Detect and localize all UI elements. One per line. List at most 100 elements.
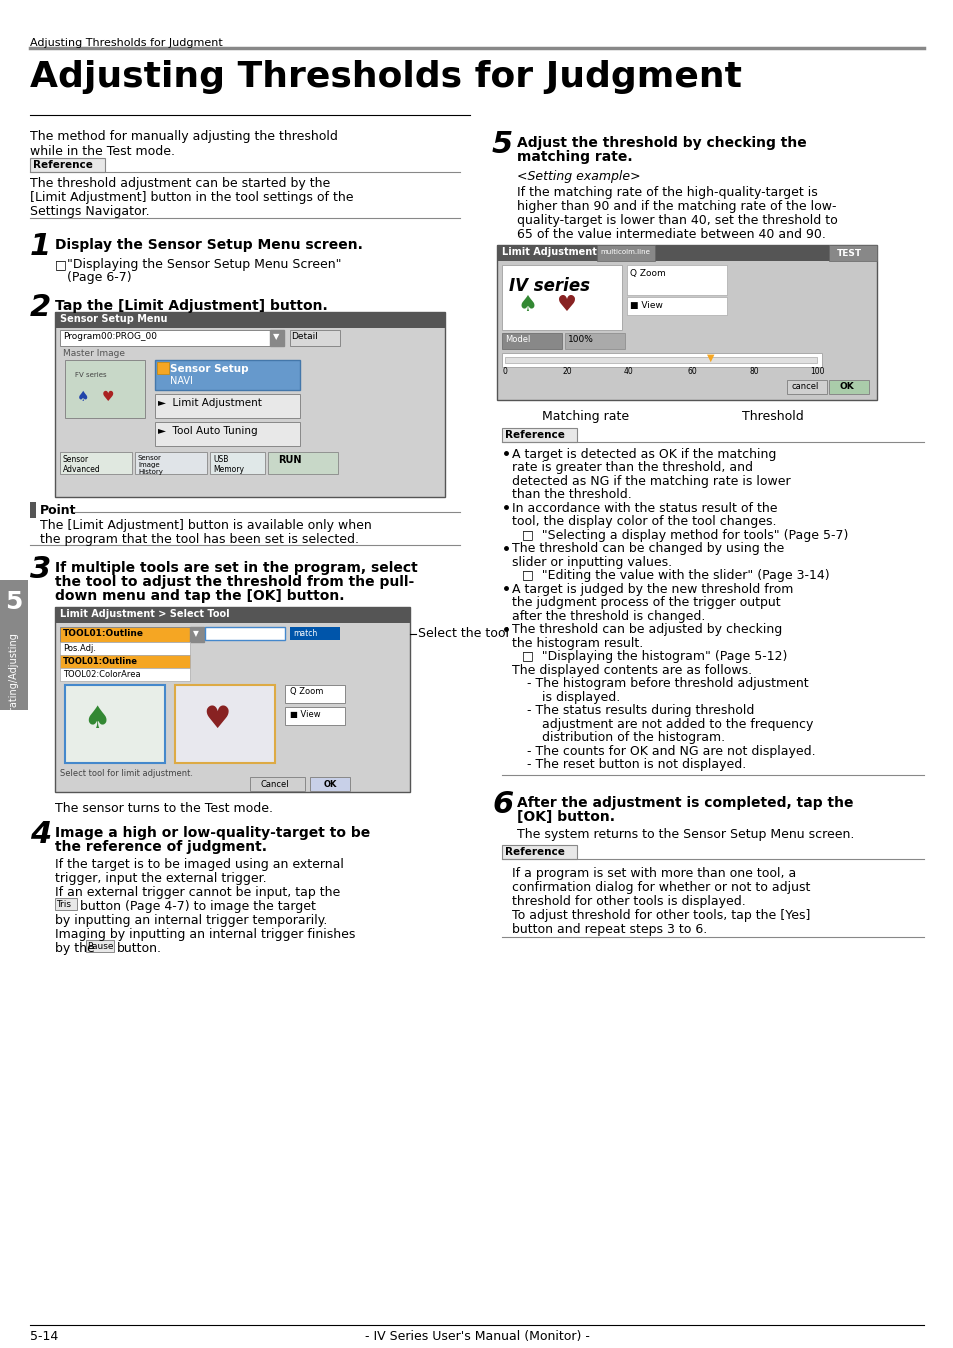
Text: quality-target is lower than 40, set the threshold to: quality-target is lower than 40, set the…	[517, 214, 837, 226]
Text: 5: 5	[6, 590, 23, 613]
Text: Reference: Reference	[504, 847, 564, 857]
Text: adjustment are not added to the frequency: adjustment are not added to the frequenc…	[534, 718, 813, 731]
Text: The threshold can be adjusted by checking: The threshold can be adjusted by checkin…	[512, 624, 781, 636]
Text: OK: OK	[323, 780, 336, 789]
Text: TOOL02:ColorArea: TOOL02:ColorArea	[63, 670, 140, 679]
Bar	[55, 311, 444, 328]
Text: FV series: FV series	[75, 372, 107, 377]
Text: Limit Adjustment: Limit Adjustment	[501, 247, 597, 257]
Text: ♠: ♠	[83, 705, 111, 735]
Text: after the threshold is changed.: after the threshold is changed.	[512, 611, 704, 623]
Text: the judgment process of the trigger output: the judgment process of the trigger outp…	[512, 597, 780, 609]
Text: 5: 5	[492, 129, 513, 159]
Bar	[285, 685, 345, 704]
Text: ♥: ♥	[203, 705, 230, 735]
Text: [Limit Adjustment] button in the tool settings of the: [Limit Adjustment] button in the tool se…	[30, 191, 354, 204]
Text: while in the Test mode.: while in the Test mode.	[30, 146, 174, 158]
Bar	[626, 266, 726, 295]
Bar	[60, 655, 190, 669]
Text: TOOL01:Outline: TOOL01:Outline	[63, 656, 138, 666]
Text: trigger, input the external trigger.: trigger, input the external trigger.	[55, 872, 266, 886]
Text: Image a high or low-quality-target to be: Image a high or low-quality-target to be	[55, 826, 370, 840]
Text: 2: 2	[30, 293, 51, 322]
Text: After the adjustment is completed, tap the: After the adjustment is completed, tap t…	[517, 797, 853, 810]
Text: - The reset button is not displayed.: - The reset button is not displayed.	[526, 759, 745, 771]
Bar	[60, 627, 190, 642]
Bar	[626, 297, 726, 315]
Text: Select the tool: Select the tool	[417, 627, 509, 640]
Text: ►  Tool Auto Tuning: ► Tool Auto Tuning	[158, 426, 257, 435]
Text: Pos.Adj.: Pos.Adj.	[63, 644, 96, 652]
Bar	[828, 380, 868, 394]
Text: If multiple tools are set in the program, select: If multiple tools are set in the program…	[55, 561, 417, 576]
Bar	[0, 580, 28, 710]
Bar	[828, 245, 876, 262]
Text: □: □	[55, 257, 67, 271]
Text: Model: Model	[504, 336, 530, 344]
Bar	[210, 452, 265, 474]
Bar	[154, 422, 299, 446]
Text: Detail: Detail	[292, 332, 318, 341]
Text: 80: 80	[748, 367, 758, 376]
Text: - The histogram before threshold adjustment: - The histogram before threshold adjustm…	[526, 678, 808, 690]
Text: is displayed.: is displayed.	[534, 692, 619, 704]
Bar	[501, 266, 621, 330]
Bar	[30, 158, 105, 173]
Text: ♠: ♠	[517, 295, 537, 315]
Bar	[157, 363, 169, 373]
Text: The threshold can be changed by using the: The threshold can be changed by using th…	[512, 542, 783, 555]
Bar	[501, 333, 561, 349]
Text: Tap the [Limit Adjustment] button.: Tap the [Limit Adjustment] button.	[55, 299, 328, 313]
Text: button.: button.	[117, 942, 162, 954]
Text: USB
Memory: USB Memory	[213, 456, 244, 474]
Text: tool, the display color of the tool changes.: tool, the display color of the tool chan…	[512, 515, 776, 528]
Text: the reference of judgment.: the reference of judgment.	[55, 840, 267, 855]
Text: 20: 20	[561, 367, 571, 376]
Bar	[497, 245, 876, 262]
Text: Operating/Adjusting: Operating/Adjusting	[9, 632, 19, 731]
Text: □  "Selecting a display method for tools" (Page 5-7): □ "Selecting a display method for tools"…	[521, 528, 847, 542]
Bar	[190, 627, 204, 642]
Text: 100%: 100%	[567, 336, 594, 344]
Text: ▼: ▼	[273, 332, 279, 341]
Text: (Page 6-7): (Page 6-7)	[67, 271, 132, 284]
Bar	[501, 845, 577, 859]
Text: □  "Editing the value with the slider" (Page 3-14): □ "Editing the value with the slider" (P…	[521, 569, 829, 582]
Text: 3: 3	[30, 555, 51, 584]
Text: ♠: ♠	[77, 390, 90, 404]
Text: Program00:PROG_00: Program00:PROG_00	[63, 332, 157, 341]
Bar	[60, 452, 132, 474]
Text: ♥: ♥	[102, 390, 114, 404]
Bar	[205, 627, 285, 640]
Text: cancel: cancel	[790, 381, 818, 391]
Text: Reference: Reference	[504, 430, 564, 439]
Text: Q Zoom: Q Zoom	[629, 270, 665, 278]
Text: The sensor turns to the Test mode.: The sensor turns to the Test mode.	[55, 802, 273, 816]
Text: To adjust threshold for other tools, tap the [Yes]: To adjust threshold for other tools, tap…	[512, 909, 809, 922]
Bar	[501, 429, 577, 442]
Text: button (Page 4-7) to image the target: button (Page 4-7) to image the target	[80, 900, 315, 913]
Text: Sensor
Image
History: Sensor Image History	[138, 456, 163, 474]
Bar	[786, 380, 826, 394]
Text: multicolm.line: multicolm.line	[599, 249, 649, 255]
Text: ▼: ▼	[193, 630, 198, 638]
Text: If an external trigger cannot be input, tap the: If an external trigger cannot be input, …	[55, 886, 340, 899]
Bar	[250, 776, 305, 791]
Text: by inputting an internal trigger temporarily.: by inputting an internal trigger tempora…	[55, 914, 327, 927]
Text: 5-14: 5-14	[30, 1330, 58, 1343]
Text: button and repeat steps 3 to 6.: button and repeat steps 3 to 6.	[512, 923, 706, 936]
Text: matching rate.: matching rate.	[517, 150, 632, 164]
Bar	[65, 360, 145, 418]
Bar	[154, 360, 299, 390]
Text: 4: 4	[30, 820, 51, 849]
Text: Threshold: Threshold	[741, 410, 803, 423]
Text: Q Zoom: Q Zoom	[290, 687, 323, 696]
Text: Sensor Setup: Sensor Setup	[170, 364, 249, 373]
Bar	[497, 245, 876, 400]
Text: TEST: TEST	[836, 249, 862, 257]
Text: OK: OK	[839, 381, 854, 391]
Text: 0: 0	[502, 367, 507, 376]
Text: The method for manually adjusting the threshold: The method for manually adjusting the th…	[30, 129, 337, 143]
Text: A target is detected as OK if the matching: A target is detected as OK if the matchi…	[512, 448, 776, 461]
Text: A target is judged by the new threshold from: A target is judged by the new threshold …	[512, 582, 793, 596]
